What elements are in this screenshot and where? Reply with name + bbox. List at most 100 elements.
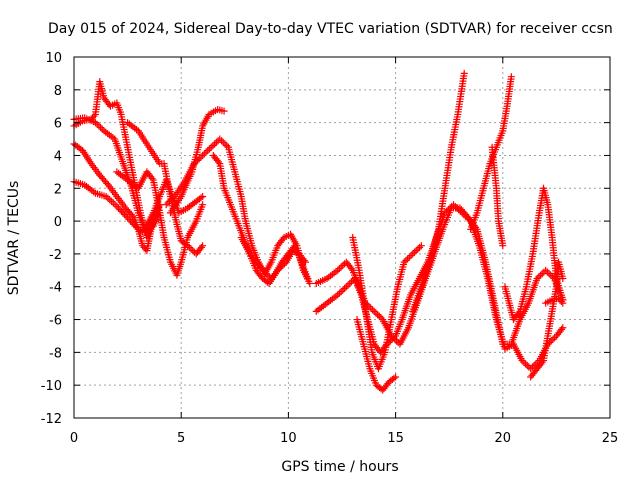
data-point-marker: [414, 245, 422, 253]
y-tick-label: 6: [54, 117, 62, 132]
x-tick-label: 15: [387, 431, 404, 446]
data-point-marker: [130, 220, 138, 228]
y-tick-label: -6: [49, 314, 62, 329]
data-point-marker: [527, 365, 535, 373]
data-point-marker: [416, 243, 424, 251]
data-point-marker: [193, 156, 201, 164]
data-point-marker: [199, 151, 207, 159]
data-point-marker: [559, 299, 567, 307]
data-point-marker: [122, 212, 130, 220]
data-point-marker: [197, 153, 205, 161]
data-point-marker: [202, 148, 210, 156]
data-point-marker: [148, 223, 156, 231]
y-tick-label: -10: [41, 379, 62, 394]
data-point-marker: [189, 247, 197, 255]
x-tick-label: 20: [495, 431, 512, 446]
data-point-marker: [557, 297, 565, 305]
data-point-marker: [441, 209, 449, 217]
data-point-marker: [533, 275, 541, 283]
y-tick-label: 2: [54, 182, 62, 197]
data-point-marker: [209, 142, 217, 150]
data-point-marker: [164, 199, 172, 207]
data-point-marker: [417, 242, 425, 250]
data-point-marker: [212, 138, 220, 146]
data-point-marker: [207, 143, 215, 151]
data-point-marker: [119, 209, 127, 217]
data-point-marker: [537, 271, 545, 279]
data-point-marker: [339, 261, 347, 269]
y-tick-label: 8: [54, 84, 62, 99]
data-point-marker: [114, 204, 122, 212]
data-points: [70, 69, 567, 394]
data-point-marker: [458, 209, 466, 217]
data-point-marker: [392, 373, 400, 381]
data-point-marker: [559, 324, 567, 332]
y-tick-label: 4: [54, 149, 62, 164]
data-point-marker: [111, 201, 119, 209]
data-point-marker: [91, 119, 99, 127]
data-point-marker: [400, 258, 408, 266]
data-point-marker: [386, 337, 394, 345]
data-point-marker: [148, 174, 156, 182]
data-point-marker: [257, 265, 265, 273]
data-point-marker: [559, 275, 567, 283]
chart-title: Day 015 of 2024, Sidereal Day-to-day VTE…: [48, 21, 613, 37]
data-point-marker: [404, 255, 412, 263]
data-point-marker: [262, 270, 270, 278]
y-tick-label: 10: [45, 51, 62, 66]
data-point-marker: [337, 288, 345, 296]
data-point-marker: [409, 250, 417, 258]
data-point-marker: [90, 112, 98, 120]
data-point-marker: [547, 271, 555, 279]
y-tick-label: 0: [54, 215, 62, 230]
data-point-marker: [199, 201, 207, 209]
data-point-marker: [520, 358, 528, 366]
data-point-marker: [124, 214, 132, 222]
data-point-marker: [187, 245, 195, 253]
data-point-marker: [197, 194, 205, 202]
data-point-marker: [535, 273, 543, 281]
data-point-marker: [106, 196, 114, 204]
data-point-marker: [98, 125, 106, 133]
data-point-marker: [518, 357, 526, 365]
data-point-marker: [200, 150, 208, 158]
data-point-marker: [456, 207, 464, 215]
data-point-marker: [523, 361, 531, 369]
y-tick-label: -4: [49, 281, 62, 296]
data-point-marker: [277, 263, 285, 271]
x-tick-label: 10: [280, 431, 297, 446]
y-tick-label: -2: [49, 248, 62, 263]
data-point-marker: [344, 281, 352, 289]
data-point-marker: [335, 265, 343, 273]
data-point-marker: [538, 270, 546, 278]
data-point-marker: [116, 206, 124, 214]
data-point-marker: [405, 253, 413, 261]
data-point-marker: [121, 211, 129, 219]
data-point-marker: [412, 247, 420, 255]
data-point-marker: [304, 275, 312, 283]
data-point-marker: [127, 217, 135, 225]
data-point-marker: [460, 211, 468, 219]
data-point-marker: [206, 145, 214, 153]
data-point-marker: [522, 360, 530, 368]
data-point-marker: [377, 314, 385, 322]
data-point-marker: [558, 325, 566, 333]
data-point-marker: [499, 242, 507, 250]
data-point-marker: [449, 201, 457, 209]
data-point-marker: [108, 197, 116, 205]
data-point-marker: [219, 138, 227, 146]
data-point-marker: [166, 197, 174, 205]
data-point-marker: [451, 202, 459, 210]
y-axis-title: SDTVAR / TECUs: [6, 181, 22, 296]
data-point-marker: [549, 335, 557, 343]
data-point-marker: [390, 334, 398, 342]
data-point-marker: [199, 192, 207, 200]
data-point-marker: [306, 279, 314, 287]
data-point-marker: [281, 260, 289, 268]
data-point-marker: [128, 219, 136, 227]
data-point-marker: [334, 291, 342, 299]
data-point-marker: [507, 73, 515, 81]
data-point-marker: [372, 309, 380, 317]
data-point-marker: [347, 265, 355, 273]
y-tick-label: -12: [41, 412, 62, 427]
